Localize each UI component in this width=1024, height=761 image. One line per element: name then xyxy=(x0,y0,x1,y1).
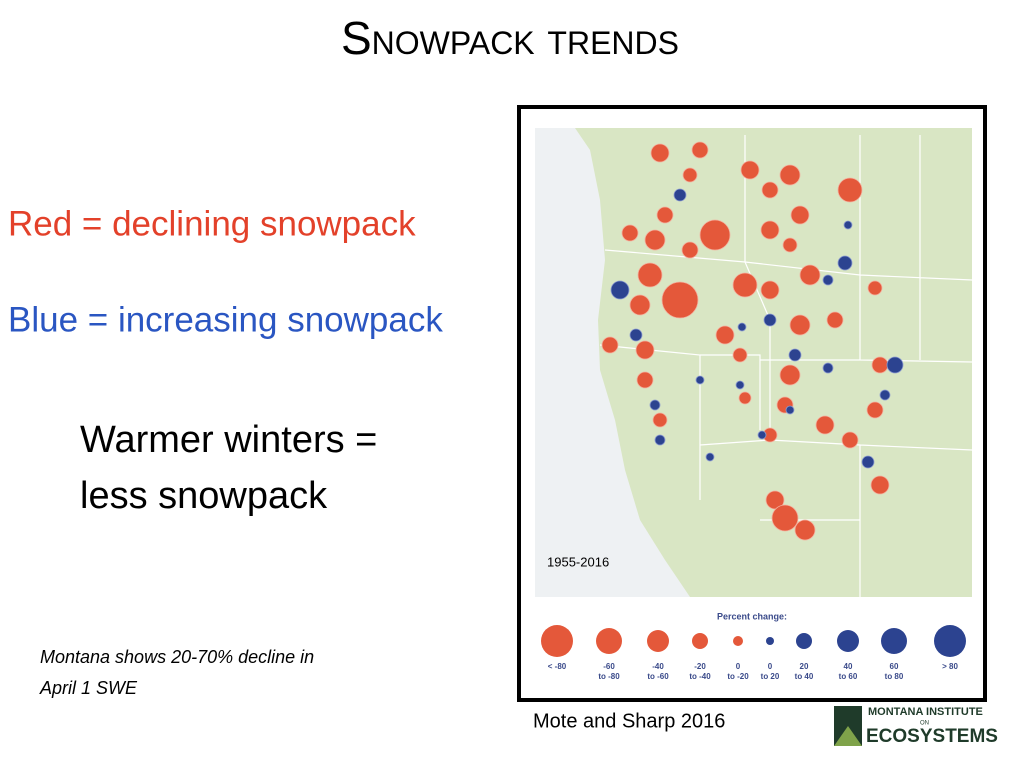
legend-symbol xyxy=(934,625,966,657)
conclusion: Warmer winters = xyxy=(80,419,377,461)
legend-label: -60 xyxy=(603,662,615,671)
legend-label: 0 xyxy=(736,662,741,671)
legend-label: to -60 xyxy=(647,672,669,681)
legend-label: to -80 xyxy=(598,672,620,681)
legend-symbol xyxy=(837,630,859,652)
legend-symbol xyxy=(881,628,907,654)
logo-text: ECOSYSTEMS xyxy=(866,726,998,747)
red-note: Red = declining snowpack xyxy=(8,204,416,243)
map: 1955-2016 xyxy=(535,128,973,597)
legend-symbol xyxy=(692,633,708,649)
legend-symbol xyxy=(596,628,622,654)
legend-symbol xyxy=(766,637,774,645)
legend-label: to -20 xyxy=(727,672,749,681)
map-period: 1955-2016 xyxy=(547,554,609,569)
legend-label: to 80 xyxy=(885,672,904,681)
montana-note: Montana shows 20-70% decline in xyxy=(40,647,314,667)
legend-label: 20 xyxy=(800,662,809,671)
legend-label: -40 xyxy=(652,662,664,671)
legend-label: to 60 xyxy=(839,672,858,681)
legend-label: -20 xyxy=(694,662,706,671)
legend-title: Percent change: xyxy=(717,611,787,621)
legend-label: 40 xyxy=(844,662,853,671)
legend-label: to 20 xyxy=(761,672,780,681)
legend-symbol xyxy=(796,633,812,649)
legend-symbol xyxy=(647,630,669,652)
logo-text: ON xyxy=(920,721,929,727)
legend-label: 60 xyxy=(890,662,899,671)
legend-label: > 80 xyxy=(942,662,958,671)
conclusion: less snowpack xyxy=(80,475,328,517)
montana-note: April 1 SWE xyxy=(39,678,138,698)
citation: Mote and Sharp 2016 xyxy=(533,710,725,732)
legend-label: < -80 xyxy=(548,662,567,671)
title: Snowpack trends xyxy=(341,12,679,64)
legend-symbol xyxy=(541,625,573,657)
legend-symbol xyxy=(733,636,743,646)
logo-text: MONTANA INSTITUTE xyxy=(868,706,983,718)
blue-note: Blue = increasing snowpack xyxy=(8,300,443,339)
legend-label: 0 xyxy=(768,662,773,671)
legend-label: to -40 xyxy=(689,672,711,681)
logo: MONTANA INSTITUTE ON ECOSYSTEMS xyxy=(834,706,998,747)
legend-label: to 40 xyxy=(795,672,814,681)
